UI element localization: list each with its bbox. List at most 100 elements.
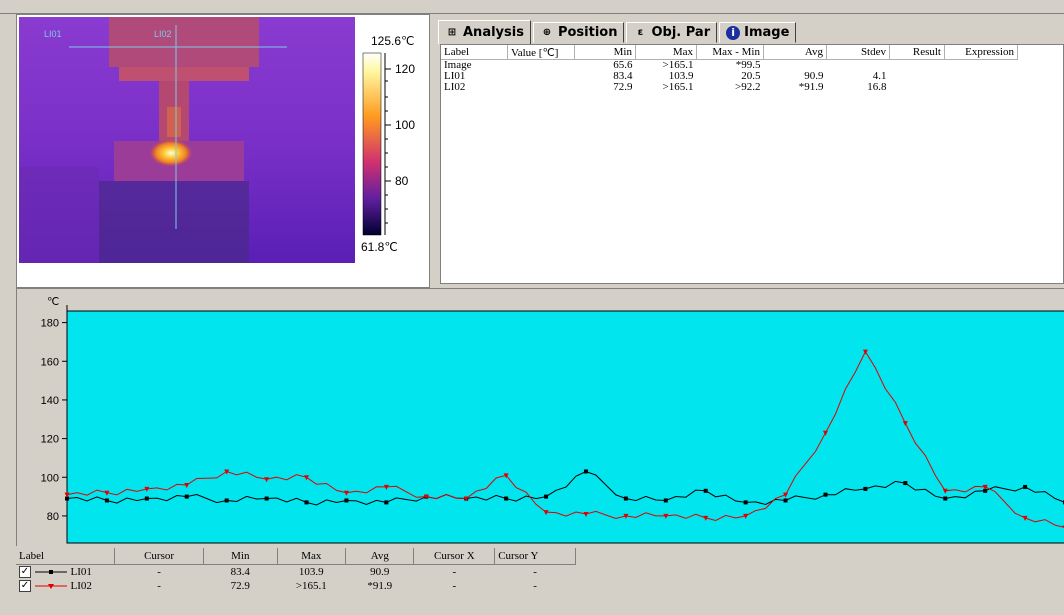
column-header-stdev[interactable]: Stdev: [826, 45, 890, 60]
data-point-li02: [862, 349, 868, 355]
data-point-li01: [863, 486, 868, 491]
y-tick-label: 140: [41, 395, 59, 407]
tab-analysis[interactable]: ⊞ Analysis: [438, 20, 531, 44]
data-point-li01: [65, 496, 69, 501]
data-point-li02: [64, 492, 70, 498]
legend-cursor-y-li01: -: [533, 566, 537, 578]
table-cell: Image: [444, 59, 472, 71]
legend-column-cursor-y[interactable]: Cursor Y: [494, 548, 576, 565]
data-point-li02: [663, 513, 669, 519]
legend-cursor-x-li02: -: [452, 580, 457, 592]
data-point-li02: [343, 490, 349, 496]
y-tick-label: 160: [41, 356, 59, 368]
scale-min-label: 61.8℃: [361, 240, 398, 254]
profile-chart[interactable]: ℃ 80 100 120 140 160 180: [17, 289, 1064, 547]
data-point-li01: [623, 496, 628, 501]
color-scale: 125.6℃ 120 100 80 61.8℃: [361, 34, 415, 254]
table-cell: LI02: [444, 81, 466, 93]
data-point-li01: [384, 500, 389, 505]
analysis-panel: ⊞ Analysis ⊕ Position ε Obj. Par i Image…: [434, 14, 1064, 288]
data-point-li02: [383, 484, 389, 490]
data-point-li01: [783, 498, 788, 503]
table-cell: *99.5: [735, 59, 761, 71]
data-point-li01: [983, 488, 988, 493]
column-header-max[interactable]: Max: [635, 45, 697, 60]
table-cell: [508, 60, 575, 72]
data-point-li01: [104, 498, 109, 503]
legend-min-li02: 72.9: [230, 580, 250, 592]
table-row[interactable]: LI01 83.4 103.9 20.5 90.9 4.1: [441, 71, 1018, 82]
line-label-li01: LI01: [44, 29, 62, 39]
data-point-li01: [743, 500, 748, 505]
table-cell: [945, 71, 1018, 82]
line-label-li02: LI02: [154, 29, 172, 39]
legend-column-max[interactable]: Max: [277, 548, 347, 565]
column-header-min[interactable]: Min: [574, 45, 636, 60]
legend-column-avg[interactable]: Avg: [345, 548, 415, 565]
legend-column-min[interactable]: Min: [203, 548, 278, 565]
checkbox-li02[interactable]: ✓: [19, 580, 31, 593]
series-swatch-li01: [34, 570, 67, 575]
data-point-li02: [583, 512, 589, 517]
data-point-li01: [264, 496, 269, 501]
table-row[interactable]: Image 65.6 >165.1 *99.5: [441, 60, 1018, 72]
plot-area: ℃ 80 100 120 140 160 180: [41, 296, 1064, 544]
table-cell: *91.9: [798, 81, 824, 93]
data-point-li02: [1022, 515, 1028, 521]
data-point-li01: [344, 498, 349, 503]
tab-position[interactable]: ⊕ Position: [532, 22, 625, 43]
legend-row-li02[interactable]: ✓ LI02 - 72.9 >165.1 *91.9 - -: [16, 579, 576, 593]
legend-label-li02: LI02: [70, 579, 92, 592]
legend-header: Label Cursor Min Max Avg Cursor X Cursor…: [16, 548, 576, 565]
column-header-label[interactable]: Label: [441, 45, 508, 60]
checkbox-li01[interactable]: ✓: [19, 566, 31, 579]
series-line-li02: [66, 350, 1064, 528]
data-point-li01: [504, 496, 509, 501]
column-header-result[interactable]: Result: [889, 45, 945, 60]
table-cell: [508, 82, 575, 93]
thermal-image[interactable]: LI01 LI02: [19, 17, 355, 263]
tab-object-params-label: Obj. Par: [651, 25, 711, 40]
table-cell: [890, 71, 945, 82]
data-point-li01: [943, 496, 948, 501]
table-cell: >165.1: [662, 59, 694, 71]
plot-background: [66, 310, 1064, 544]
legend-column-cursor[interactable]: Cursor: [114, 548, 205, 565]
data-point-li01: [663, 498, 668, 503]
data-point-li02: [822, 430, 828, 436]
tab-bar: ⊞ Analysis ⊕ Position ε Obj. Par i Image: [438, 20, 798, 44]
legend-column-label[interactable]: Label: [16, 548, 116, 565]
column-header-value[interactable]: Value [℃]: [507, 45, 575, 60]
series-line-li01: [66, 470, 1064, 506]
data-point-li01: [903, 481, 908, 486]
column-header-max-minus-min[interactable]: Max - Min: [696, 45, 764, 60]
top-bar: [0, 0, 1064, 14]
table-row[interactable]: LI02 72.9 >165.1 >92.2 *91.9 16.8: [441, 82, 1018, 93]
scale-max-label: 125.6℃: [371, 34, 415, 48]
scale-tick-100: 100: [395, 118, 415, 132]
data-point-li02: [942, 488, 948, 494]
table-cell: [945, 60, 1018, 72]
legend-cursor-li02: -: [157, 580, 161, 592]
data-point-li02: [423, 494, 429, 500]
data-point-li02: [743, 513, 749, 519]
legend-cursor-x-li01: -: [452, 566, 457, 578]
table-cell: 90.9: [804, 70, 824, 82]
column-header-expression[interactable]: Expression: [944, 45, 1018, 60]
data-point-li01: [1023, 484, 1028, 489]
tab-object-params[interactable]: ε Obj. Par: [626, 22, 718, 43]
series-swatch-li02: [34, 584, 67, 590]
legend-row-li01[interactable]: ✓ LI01 - 83.4 103.9 90.9 - -: [16, 565, 576, 580]
data-point-li02: [783, 492, 789, 498]
y-tick-label: 100: [41, 472, 59, 484]
tab-image[interactable]: i Image: [719, 22, 797, 43]
legend-column-cursor-x[interactable]: Cursor X: [413, 548, 496, 565]
table-cell: 16.8: [867, 81, 887, 93]
column-header-avg[interactable]: Avg: [763, 45, 827, 60]
tab-image-label: Image: [744, 25, 790, 40]
table-cell: 83.4: [613, 70, 633, 82]
data-point-li02: [543, 510, 549, 516]
legend-avg-li01: 90.9: [370, 566, 390, 578]
analysis-table: Label Value [℃] Min Max Max - Min Avg St…: [441, 45, 1018, 93]
data-point-li01: [703, 488, 708, 493]
